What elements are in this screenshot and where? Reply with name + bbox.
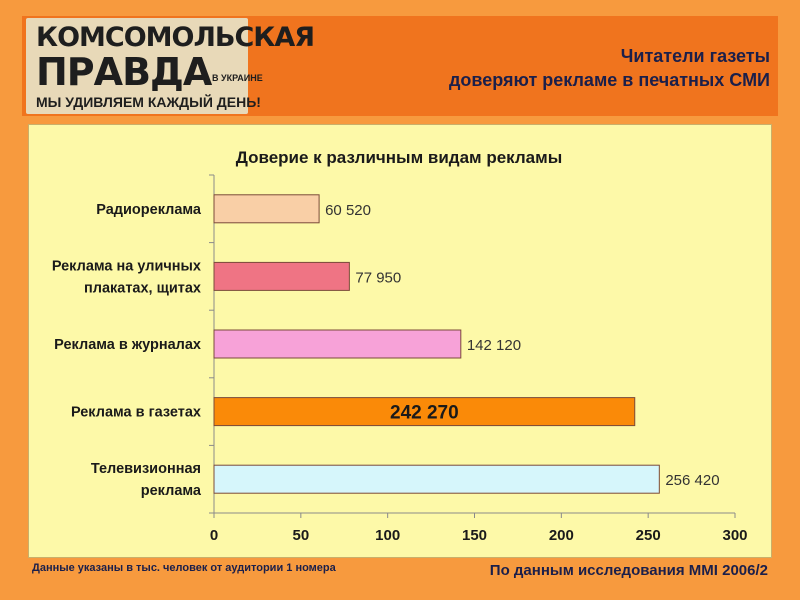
x-tick-label: 150	[462, 527, 487, 544]
category-label: реклама	[141, 483, 202, 499]
chart-panel: Доверие к различным видам рекламы 0 50 100 1…	[28, 124, 772, 558]
source-note: По данным исследования MMI 2006/2	[489, 562, 768, 579]
logo-line2-sub: В УКРАИНЕ	[212, 73, 263, 83]
category-label: Реклама на уличных	[52, 258, 201, 274]
x-tick-label: 200	[549, 527, 574, 544]
x-tick-label: 0	[210, 527, 218, 544]
category-label: плакатах, щитах	[84, 280, 201, 296]
x-tick-label: 50	[292, 527, 309, 544]
category-label: Реклама в журналах	[54, 337, 201, 353]
footnote: Данные указаны в тыс. человек от аудитор…	[32, 562, 336, 574]
data-label: 60 520	[325, 202, 371, 219]
logo-line1: КОМСОМОЛЬСКАЯ	[36, 22, 315, 53]
logo-line2: ПРАВДА	[36, 50, 212, 94]
bar	[213, 194, 320, 224]
x-tick-label: 100	[375, 527, 400, 544]
category-label: Телевизионная	[91, 461, 201, 477]
category-label: Реклама в газетах	[71, 405, 201, 421]
chart-title: Доверие к различным видам рекламы	[236, 148, 562, 167]
category-label: Радиореклама	[96, 202, 202, 218]
bar	[213, 329, 462, 359]
bar	[213, 261, 350, 291]
bar	[213, 397, 636, 427]
headline-line1: Читатели газеты	[620, 46, 770, 66]
data-label: 142 120	[467, 337, 521, 354]
newspaper-logo: КОМСОМОЛЬСКАЯ ПРАВДА В УКРАИНЕ МЫ УДИВЛЯ…	[26, 18, 315, 114]
x-tick-label: 300	[722, 527, 747, 544]
headline-line2: доверяют рекламе в печатных СМИ	[449, 70, 770, 90]
data-label: 256 420	[665, 472, 719, 489]
data-label: 77 950	[355, 269, 401, 286]
bar-chart: Доверие к различным видам рекламы 0 50 100 1…	[52, 148, 748, 544]
bar	[213, 464, 660, 494]
x-tick-label: 250	[636, 527, 661, 544]
logo-slogan: МЫ УДИВЛЯЕМ КАЖДЫЙ ДЕНЬ!	[36, 94, 261, 110]
page-headline: Читатели газеты доверяют рекламе в печат…	[290, 44, 770, 92]
data-label: 242 270	[390, 403, 459, 424]
